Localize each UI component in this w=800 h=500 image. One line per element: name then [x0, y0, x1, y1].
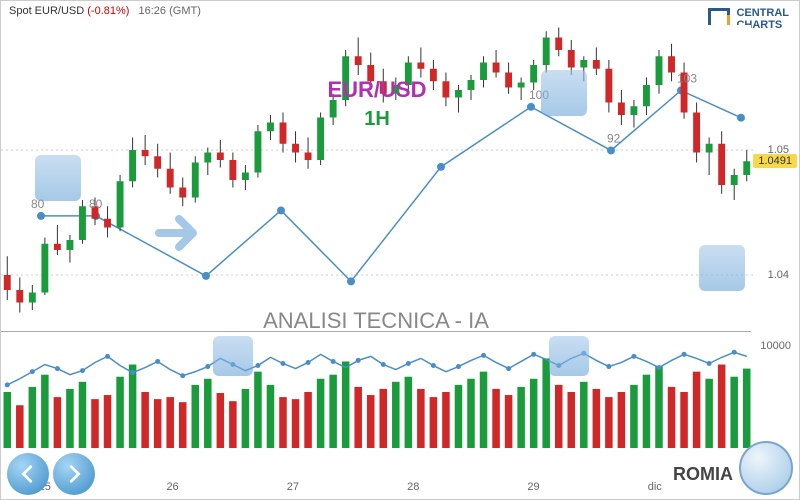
watermark-icon: [699, 245, 745, 291]
svg-text:1H: 1H: [364, 108, 390, 130]
y-axis-label: 1.04: [768, 269, 789, 281]
instrument-title: Spot EUR/USD: [9, 5, 84, 17]
nav-next-button[interactable]: [53, 453, 95, 495]
pct-change: (-0.81%): [87, 5, 129, 17]
watermark-icon: [213, 336, 253, 376]
nav-prev-button[interactable]: [7, 453, 49, 495]
x-axis-labels: 2526272829dic: [1, 475, 751, 493]
x-axis-label: 29: [527, 481, 539, 493]
avatar-icon[interactable]: [739, 441, 793, 495]
price-tag: 1.0491: [753, 154, 797, 168]
timestamp: 16:26 (GMT): [139, 5, 201, 17]
x-axis-label: 26: [166, 481, 178, 493]
svg-text:92: 92: [607, 131, 621, 145]
arrow-right-icon: [151, 205, 207, 261]
vol-y-label: 10000: [760, 340, 791, 352]
price-chart[interactable]: EUR/USD1H808010092103 1.041.051.0491: [1, 25, 751, 325]
x-axis-label: dic: [648, 481, 662, 493]
svg-text:103: 103: [677, 71, 697, 85]
x-axis-label: 27: [287, 481, 299, 493]
watermark-icon: [549, 336, 589, 376]
analysis-title: ANALISI TECNICA - IA: [263, 308, 489, 334]
x-axis-label: 28: [407, 481, 419, 493]
watermark-icon: [35, 155, 81, 201]
watermark-icon: [541, 70, 587, 116]
chart-header: Spot EUR/USD (-0.81%) 16:26 (GMT): [9, 5, 201, 17]
svg-text:80: 80: [89, 197, 103, 211]
romia-label: ROMIA: [673, 464, 733, 485]
volume-panel[interactable]: ANALISI TECNICA - IA 10000: [1, 331, 751, 461]
svg-text:EUR/USD: EUR/USD: [327, 77, 426, 102]
